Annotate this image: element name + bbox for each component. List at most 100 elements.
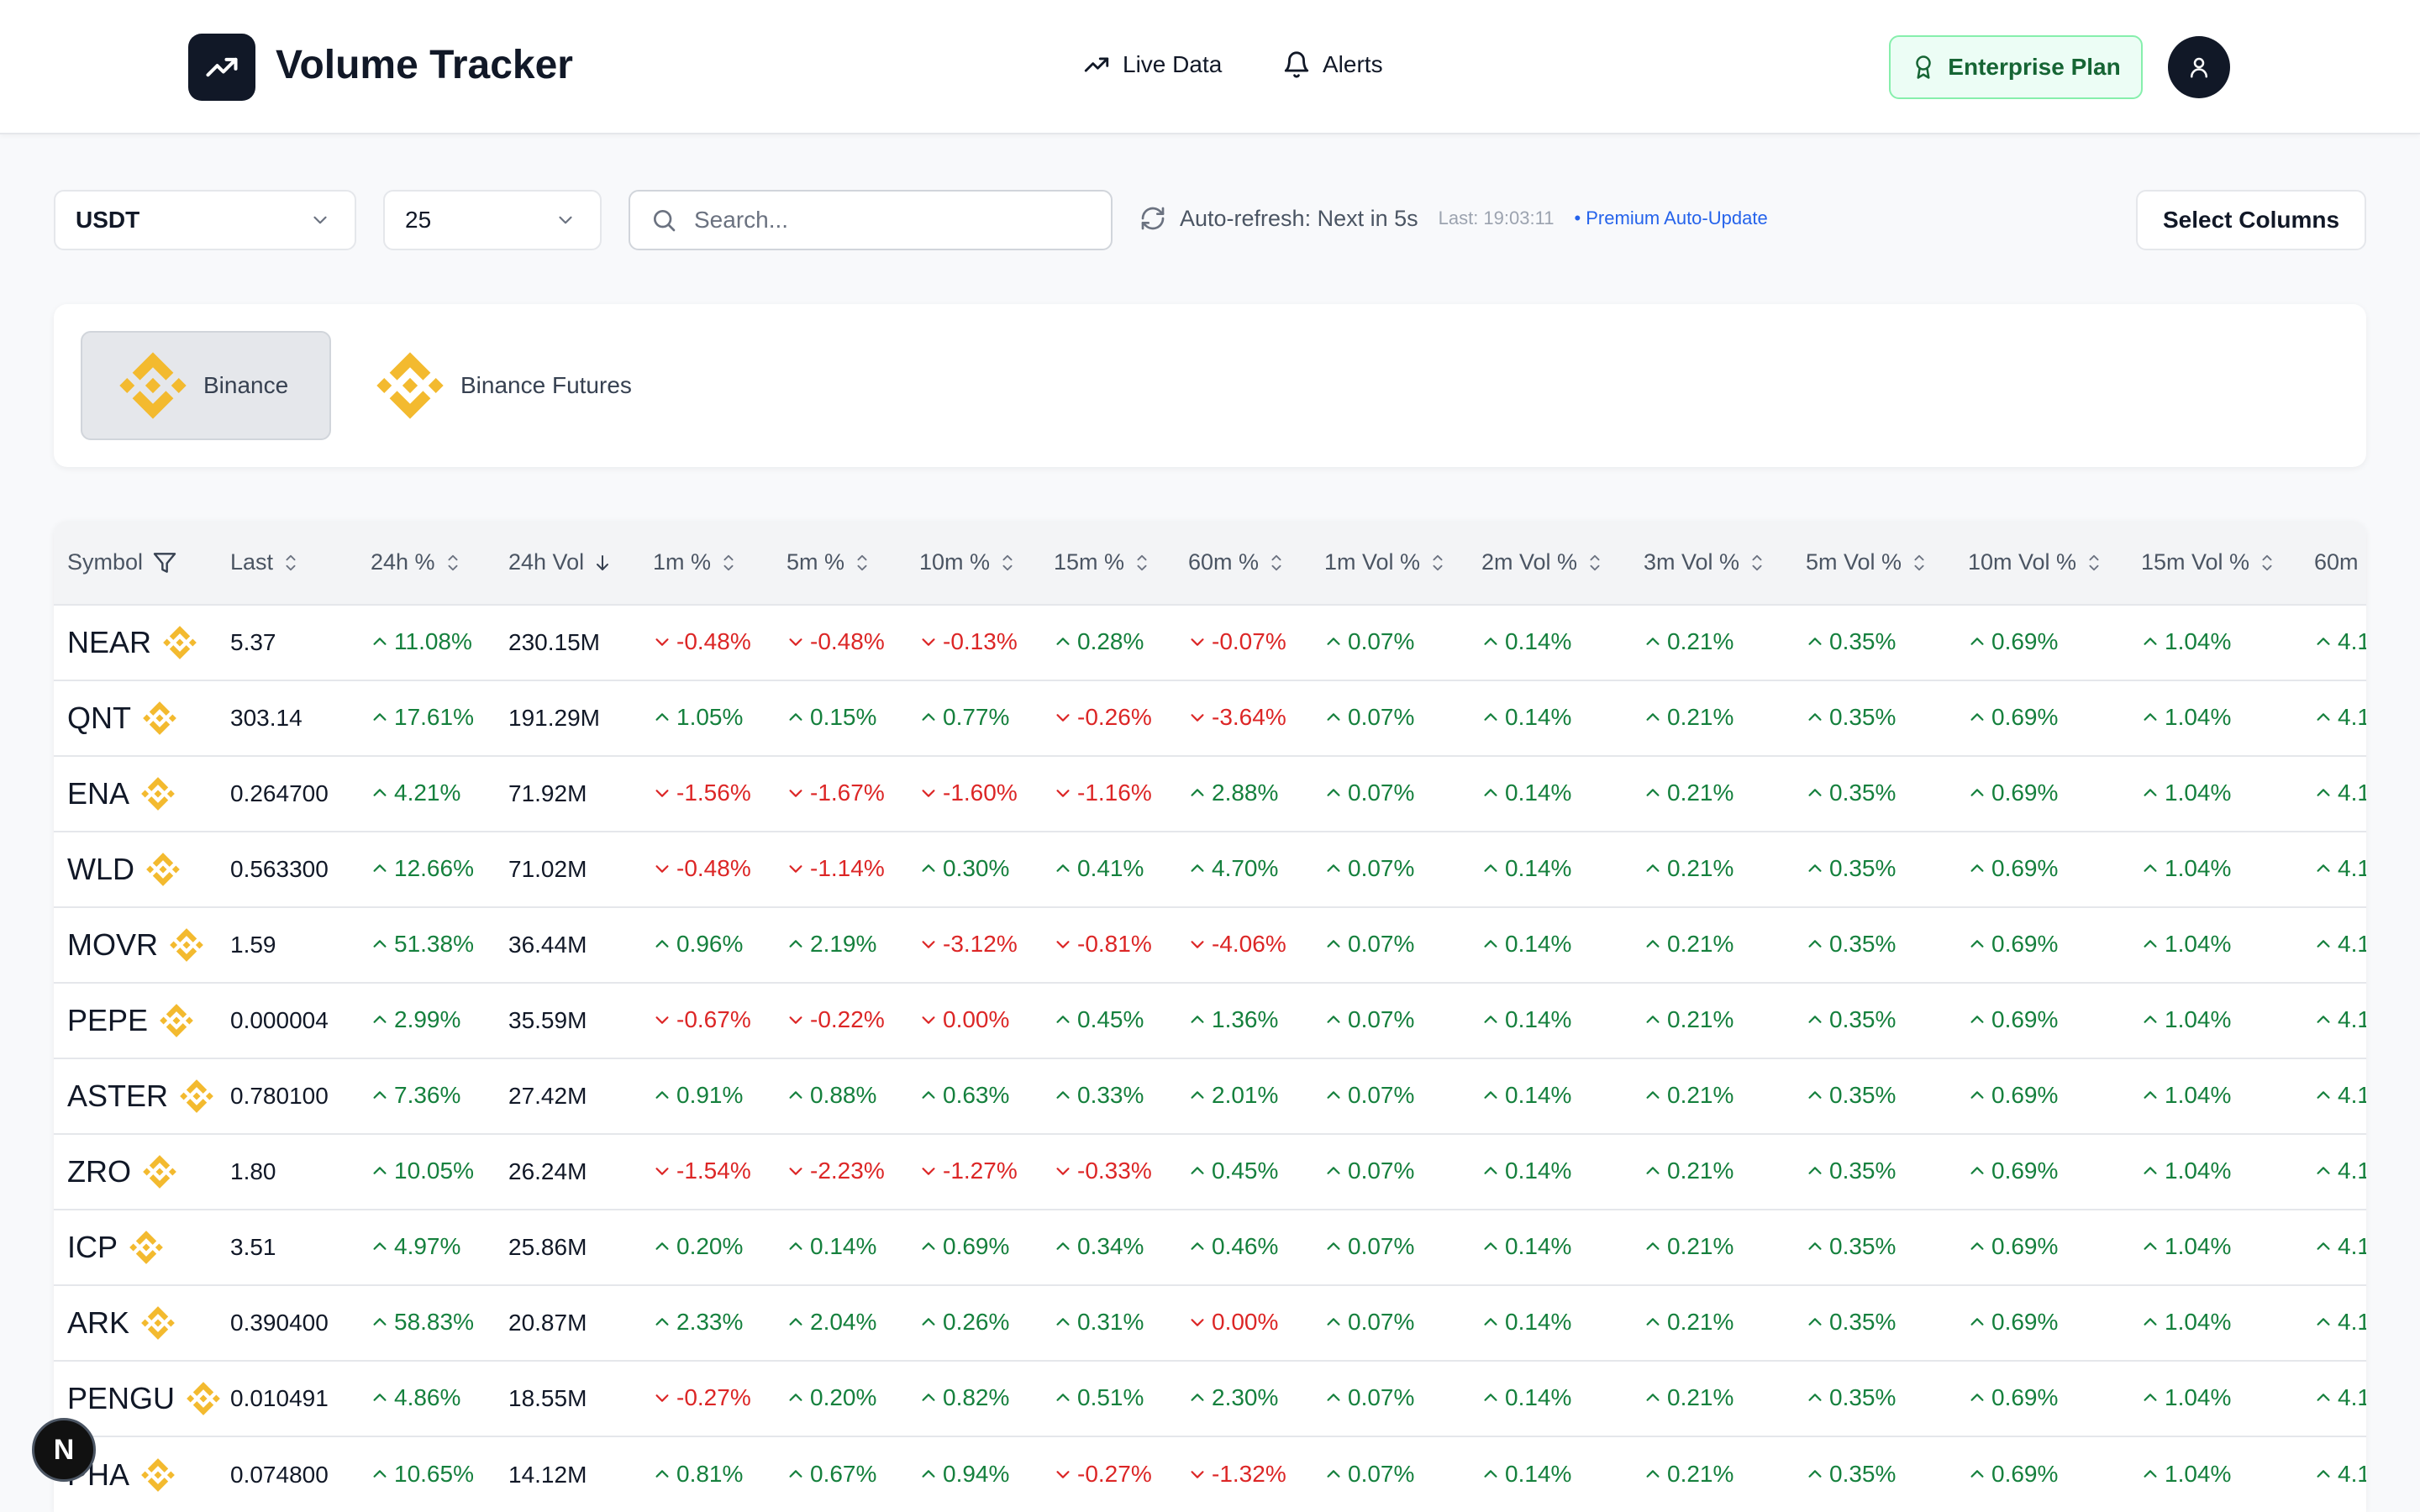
table-row[interactable]: QNT 303.14 17.61% 191.29M 1.05% 0.15% 0.77% -0.… bbox=[54, 680, 2366, 756]
chevron-up-icon bbox=[371, 708, 389, 727]
sort-icon[interactable] bbox=[1133, 552, 1151, 574]
column-header-1[interactable]: Last bbox=[217, 521, 357, 605]
chevron-up-icon bbox=[919, 1389, 938, 1407]
sort-icon[interactable] bbox=[998, 552, 1017, 574]
sort-icon[interactable] bbox=[719, 552, 738, 574]
app-logo[interactable] bbox=[188, 34, 255, 101]
column-header-4[interactable]: 1m % bbox=[639, 521, 773, 605]
table-row[interactable]: PHA 0.074800 10.65% 14.12M 0.81% 0.67% 0.94% -0… bbox=[54, 1436, 2366, 1512]
symbol-cell[interactable]: ASTER bbox=[54, 1058, 217, 1134]
change-cell-m60: 0.00% bbox=[1175, 1285, 1311, 1361]
exchange-tab-binance[interactable]: Binance bbox=[81, 331, 331, 440]
column-header-13[interactable]: 10m Vol % bbox=[1954, 521, 2128, 605]
last-price-cell: 0.264700 bbox=[230, 780, 329, 806]
column-header-12[interactable]: 5m Vol % bbox=[1792, 521, 1954, 605]
column-header-15[interactable]: 60m bbox=[2301, 521, 2366, 605]
chevron-up-icon bbox=[2314, 1465, 2333, 1483]
sort-icon[interactable] bbox=[1267, 552, 1286, 574]
change-cell-ch24: 17.61% bbox=[357, 680, 495, 756]
enterprise-plan-button[interactable]: Enterprise Plan bbox=[1889, 35, 2143, 99]
change-cell-m1: -0.48% bbox=[639, 832, 773, 907]
sort-icon[interactable] bbox=[1748, 552, 1766, 574]
table-row[interactable]: ZRO 1.80 10.05% 26.24M -1.54% -2.23% -1.27% -0.… bbox=[54, 1134, 2366, 1210]
symbol-cell[interactable]: WLD bbox=[54, 832, 217, 907]
table-row[interactable]: ARK 0.390400 58.83% 20.87M 2.33% 2.04% 0.26% 0.… bbox=[54, 1285, 2366, 1361]
table-row[interactable]: NEAR 5.37 11.08% 230.15M -0.48% -0.48% -0.13% 0… bbox=[54, 605, 2366, 680]
chevron-up-icon bbox=[1968, 1162, 1986, 1180]
symbol-cell[interactable]: PENGU bbox=[54, 1361, 220, 1436]
change-value: 17.61% bbox=[394, 704, 474, 730]
sort-icon[interactable] bbox=[1910, 552, 1928, 574]
sort-icon[interactable] bbox=[1428, 552, 1447, 574]
table-row[interactable]: WLD 0.563300 12.66% 71.02M -0.48% -1.14% 0.30%… bbox=[54, 832, 2366, 907]
search-input[interactable] bbox=[694, 207, 1081, 234]
change-value: 0.14% bbox=[1505, 1384, 1572, 1410]
change-cell-v15: 1.04% bbox=[2128, 1058, 2301, 1134]
sort-icon[interactable] bbox=[281, 552, 300, 574]
symbol-cell[interactable]: ICP bbox=[54, 1210, 217, 1285]
column-header-8[interactable]: 60m % bbox=[1175, 521, 1311, 605]
filter-icon[interactable] bbox=[151, 549, 178, 576]
symbol-cell[interactable]: MOVR bbox=[54, 907, 217, 983]
chevron-up-icon bbox=[2141, 1086, 2160, 1105]
change-value: 0.21% bbox=[1667, 931, 1734, 957]
column-header-9[interactable]: 1m Vol % bbox=[1311, 521, 1468, 605]
change-value: 1.04% bbox=[2165, 1158, 2232, 1184]
search-box[interactable] bbox=[629, 190, 1113, 250]
symbol-cell[interactable]: ENA bbox=[54, 756, 217, 832]
sort-icon[interactable] bbox=[2258, 552, 2276, 574]
change-cell-m15: -0.33% bbox=[1040, 1134, 1175, 1210]
quote-currency-select[interactable]: USDT bbox=[54, 190, 356, 250]
change-cell-m60: -0.07% bbox=[1175, 605, 1311, 680]
user-avatar-button[interactable] bbox=[2168, 36, 2230, 98]
change-cell-ch24: 12.66% bbox=[357, 832, 495, 907]
volume-table-container[interactable]: Symbol Last 24h % 24h Vol 1m % 5m % 10m % 15m %… bbox=[54, 521, 2366, 1512]
refresh-icon[interactable] bbox=[1139, 205, 1166, 232]
row-limit-select[interactable]: 25 bbox=[383, 190, 602, 250]
change-value: 10.65% bbox=[394, 1460, 474, 1487]
symbol-cell[interactable]: ARK bbox=[54, 1285, 217, 1361]
change-cell-m10: -1.27% bbox=[906, 1134, 1040, 1210]
table-row[interactable]: PENGU 0.010491 4.86% 18.55M -0.27% 0.20% 0.82%… bbox=[54, 1361, 2366, 1436]
sort-icon[interactable] bbox=[2085, 552, 2103, 574]
column-header-label: 10m % bbox=[919, 549, 991, 575]
change-value: 0.14% bbox=[810, 1233, 877, 1259]
chevron-up-icon bbox=[371, 1011, 389, 1029]
column-header-11[interactable]: 3m Vol % bbox=[1630, 521, 1792, 605]
table-row[interactable]: PEPE 0.000004 2.99% 35.59M -0.67% -0.22% 0.00%… bbox=[54, 983, 2366, 1058]
sort-icon[interactable] bbox=[1586, 552, 1604, 574]
exchange-tab-binance-futures[interactable]: Binance Futures bbox=[376, 331, 632, 440]
column-header-6[interactable]: 10m % bbox=[906, 521, 1040, 605]
floating-dev-badge[interactable]: N bbox=[32, 1418, 96, 1482]
change-value: 2.33% bbox=[676, 1309, 744, 1335]
table-row[interactable]: ASTER 0.780100 7.36% 27.42M 0.91% 0.88% 0.63% 0… bbox=[54, 1058, 2366, 1134]
table-row[interactable]: ENA 0.264700 4.21% 71.92M -1.56% -1.67% -1.60%… bbox=[54, 756, 2366, 832]
change-cell-m15: 0.28% bbox=[1040, 605, 1175, 680]
column-header-0[interactable]: Symbol bbox=[54, 521, 217, 605]
nav-live-data[interactable]: Live Data bbox=[1082, 50, 1222, 79]
symbol-cell[interactable]: ZRO bbox=[54, 1134, 217, 1210]
column-header-label: 60m % bbox=[1188, 549, 1260, 575]
symbol-cell[interactable]: PEPE bbox=[54, 983, 217, 1058]
column-header-2[interactable]: 24h % bbox=[357, 521, 495, 605]
sort-icon[interactable] bbox=[444, 552, 462, 574]
change-value: 4.1 bbox=[2338, 855, 2366, 881]
symbol-cell[interactable]: NEAR bbox=[54, 605, 217, 680]
table-row[interactable]: MOVR 1.59 51.38% 36.44M 0.96% 2.19% -3.12% -0.8… bbox=[54, 907, 2366, 983]
column-header-14[interactable]: 15m Vol % bbox=[2128, 521, 2301, 605]
select-columns-button[interactable]: Select Columns bbox=[2136, 190, 2366, 250]
column-header-5[interactable]: 5m % bbox=[773, 521, 906, 605]
column-header-3[interactable]: 24h Vol bbox=[495, 521, 639, 605]
chevron-down-icon bbox=[1188, 935, 1207, 953]
column-header-10[interactable]: 2m Vol % bbox=[1468, 521, 1630, 605]
nav-alerts[interactable]: Alerts bbox=[1282, 50, 1383, 79]
change-cell-v1: 0.07% bbox=[1311, 1058, 1468, 1134]
chevron-down-icon bbox=[1054, 708, 1072, 727]
change-cell-v15: 1.04% bbox=[2128, 907, 2301, 983]
column-header-7[interactable]: 15m % bbox=[1040, 521, 1175, 605]
sort-icon[interactable] bbox=[853, 552, 871, 574]
arrow-down-icon[interactable] bbox=[592, 552, 613, 574]
table-row[interactable]: ICP 3.51 4.97% 25.86M 0.20% 0.14% 0.69% 0.34% 0.… bbox=[54, 1210, 2366, 1285]
change-cell-v2: 0.14% bbox=[1468, 907, 1630, 983]
symbol-cell[interactable]: QNT bbox=[54, 680, 217, 756]
